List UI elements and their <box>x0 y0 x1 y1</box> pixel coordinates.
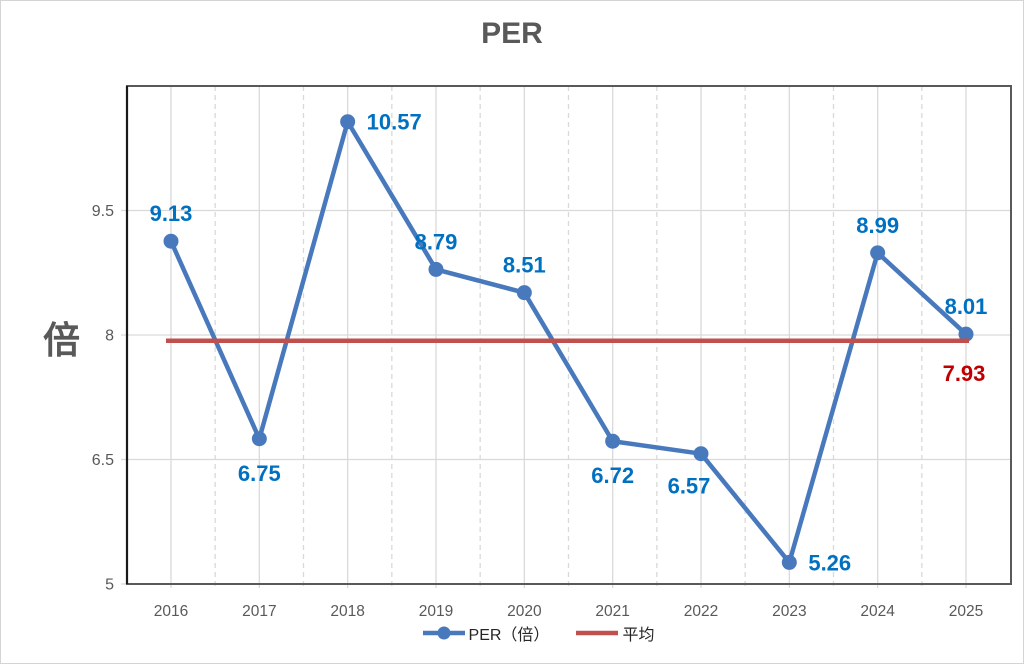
data-point-marker[interactable] <box>693 446 709 462</box>
data-point-marker[interactable] <box>163 233 179 249</box>
data-value-label: 6.72 <box>591 463 634 488</box>
data-value-label: 9.13 <box>150 201 193 226</box>
y-tick-label: 6.5 <box>92 452 114 469</box>
data-value-label: 6.75 <box>238 461 281 486</box>
data-value-label: 8.01 <box>945 294 988 319</box>
y-tick-label: 8 <box>105 328 114 345</box>
y-tick-label: 5 <box>105 577 114 594</box>
data-value-label: 8.51 <box>503 253 546 278</box>
legend: PER（倍） 平均 <box>27 621 1023 645</box>
x-tick-label: 2017 <box>242 603 276 620</box>
x-tick-label: 2025 <box>949 603 983 620</box>
y-tick-label: 9.5 <box>92 203 114 220</box>
data-point-marker[interactable] <box>958 326 974 342</box>
legend-label: PER（倍） <box>468 627 550 644</box>
x-tick-label: 2024 <box>860 603 895 620</box>
x-tick-label: 2019 <box>419 603 453 620</box>
per-series-line[interactable] <box>168 119 969 565</box>
y-axis-title: 倍 <box>43 320 80 361</box>
legend-item[interactable]: PER（倍） <box>422 621 550 645</box>
legend-line-swatch <box>576 630 619 636</box>
data-value-label: 8.99 <box>856 213 899 238</box>
data-point-marker[interactable] <box>870 245 886 261</box>
data-point-marker[interactable] <box>428 261 444 277</box>
data-point-marker[interactable] <box>605 433 621 449</box>
x-tick-label: 2020 <box>507 603 542 620</box>
chart-title: PER <box>481 17 543 50</box>
data-value-label: 6.57 <box>668 474 711 499</box>
average-value-label: 7.93 <box>943 361 986 386</box>
data-point-marker[interactable] <box>516 285 532 301</box>
data-point-marker[interactable] <box>340 114 356 130</box>
legend-item[interactable]: 平均 <box>575 621 654 645</box>
data-value-label: 8.79 <box>415 229 458 254</box>
legend-label: 平均 <box>622 627 655 644</box>
data-point-marker[interactable] <box>781 554 797 570</box>
x-tick-label: 2022 <box>684 603 718 620</box>
x-tick-label: 2018 <box>330 603 364 620</box>
data-value-label: 10.57 <box>367 110 422 135</box>
data-value-label: 5.26 <box>808 550 851 575</box>
x-tick-label: 2016 <box>154 603 188 620</box>
legend-line-marker-swatch <box>422 626 465 640</box>
data-point-marker[interactable] <box>251 431 267 447</box>
x-tick-label: 2021 <box>595 603 629 620</box>
x-tick-label: 2023 <box>772 603 806 620</box>
